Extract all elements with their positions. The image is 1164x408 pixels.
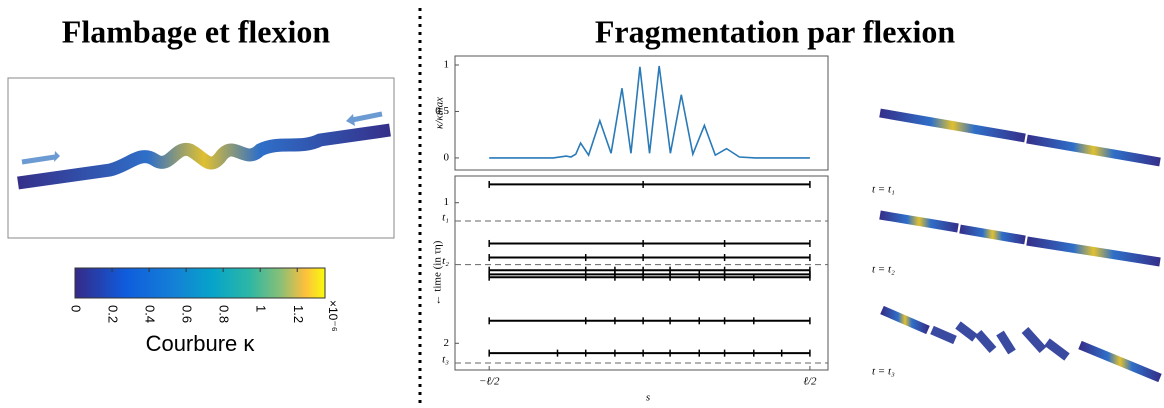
y-tick-label: 1 xyxy=(444,196,450,208)
arrow xyxy=(21,154,56,165)
rod xyxy=(1021,326,1047,354)
right-title: Fragmentation par flexion xyxy=(595,13,955,49)
snapshot-label: t = t₁ xyxy=(872,184,895,196)
x-tick-label: ℓ/2 xyxy=(803,376,817,388)
x-axis-label: s xyxy=(646,392,650,404)
time-mark-label: t₂ xyxy=(442,255,449,267)
colorbar-tick-label: 0.6 xyxy=(180,305,195,323)
x-tick-label: −ℓ/2 xyxy=(479,376,500,388)
y-axis-label: κ/κmax xyxy=(434,97,446,129)
arrow-head xyxy=(54,151,60,162)
y-tick-label: 0 xyxy=(444,151,450,163)
colorbar-label: Courbure κ xyxy=(146,331,256,356)
rod xyxy=(996,330,1016,355)
left-title: Flambage et flexion xyxy=(62,13,331,49)
snapshot-label: t = t₃ xyxy=(872,366,895,378)
colorbar-tick-label: 0.2 xyxy=(106,305,121,323)
colorbar-tick-label: 0.4 xyxy=(143,305,158,323)
rod xyxy=(1078,340,1162,383)
time-mark-label: t₁ xyxy=(442,212,449,224)
rod xyxy=(879,210,959,233)
y-tick-label: 1 xyxy=(444,59,450,71)
curvature-line xyxy=(489,65,810,159)
buckled-rod xyxy=(17,123,391,190)
rod xyxy=(930,325,957,345)
colorbar-tick-label: 1 xyxy=(254,305,269,312)
colorbar xyxy=(74,267,326,299)
y-axis-label: ← time (in τη) xyxy=(432,240,444,305)
rod xyxy=(1026,134,1161,167)
rod xyxy=(1026,236,1161,267)
rod xyxy=(879,108,1026,143)
snapshot-rods xyxy=(879,108,1162,383)
rod xyxy=(1044,338,1070,361)
colorbar-tick-label: 1.2 xyxy=(291,305,306,323)
rod xyxy=(880,305,930,335)
curvature-panel xyxy=(454,55,829,171)
fragments-panel xyxy=(454,175,829,371)
rod xyxy=(959,224,1026,245)
colorbar-tick-label: 0.8 xyxy=(217,305,232,323)
rod xyxy=(974,330,997,353)
arrow xyxy=(351,111,383,123)
snapshot-label: t = t₂ xyxy=(872,264,895,276)
y-tick-label: 2 xyxy=(444,337,450,349)
time-mark-label: t₃ xyxy=(442,354,449,366)
colorbar-multiplier: ×10⁻⁶ xyxy=(326,300,340,332)
colorbar-tick-label: 0 xyxy=(69,305,84,312)
y-tick-label: 0.5 xyxy=(435,105,449,117)
rod xyxy=(955,321,978,342)
arrow-head xyxy=(346,114,355,126)
